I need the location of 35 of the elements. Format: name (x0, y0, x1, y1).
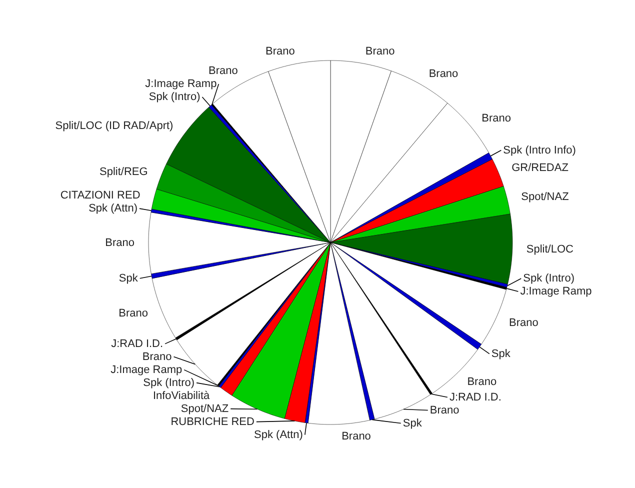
slice-label: Spk (Intro Info) (503, 144, 576, 156)
slice-label: Split/LOC (526, 244, 574, 256)
slice-label: Brano (365, 45, 395, 58)
slice-label: Split/LOC (ID RAD/Aprt) (55, 120, 174, 132)
slice-label: Brano (467, 376, 497, 388)
slice-label: Brano (208, 64, 238, 77)
slice-label: Split/REG (99, 166, 148, 178)
slice-label: InfoViabilità (152, 390, 210, 402)
slice-label: J:Image Ramp (110, 364, 182, 376)
slice-label: Brano (105, 237, 135, 250)
slice-label: J:RAD I.D. (111, 338, 164, 350)
slice-label: Brano (509, 316, 538, 329)
slice-label: Brano (118, 308, 148, 320)
slice-label: Spot/NAZ (180, 402, 229, 415)
slice-label: Brano (428, 68, 458, 80)
slice-label: Brano (142, 350, 172, 363)
slice-label: Spk (402, 417, 422, 430)
slice-label: Brano (266, 45, 295, 58)
slice-label: Spk (Intro) (523, 272, 574, 285)
slice-label: RUBRICHE RED (170, 416, 254, 428)
slice-label: Spk (Attn) (88, 202, 138, 215)
slice-label: Spk (Attn) (254, 428, 303, 441)
slice-label: Spk (Intro) (143, 376, 195, 389)
slice-label: Brano (430, 404, 460, 416)
slice-label: J:Image Ramp (520, 286, 592, 298)
slice-label: Spot/NAZ (521, 191, 570, 204)
slice-label: Spk (118, 272, 138, 284)
slice-label: Brano (342, 430, 371, 442)
slice-label: CITAZIONI RED (60, 190, 140, 202)
slice-label: J:RAD I.D. (449, 391, 502, 404)
slice-label: Spk (491, 348, 511, 360)
slice-label: GR/REDAZ (512, 162, 569, 174)
slice-label: Spk (Intro) (148, 90, 200, 103)
slice-label: Brano (482, 112, 512, 124)
slice-label: J:Image Ramp (145, 78, 217, 90)
